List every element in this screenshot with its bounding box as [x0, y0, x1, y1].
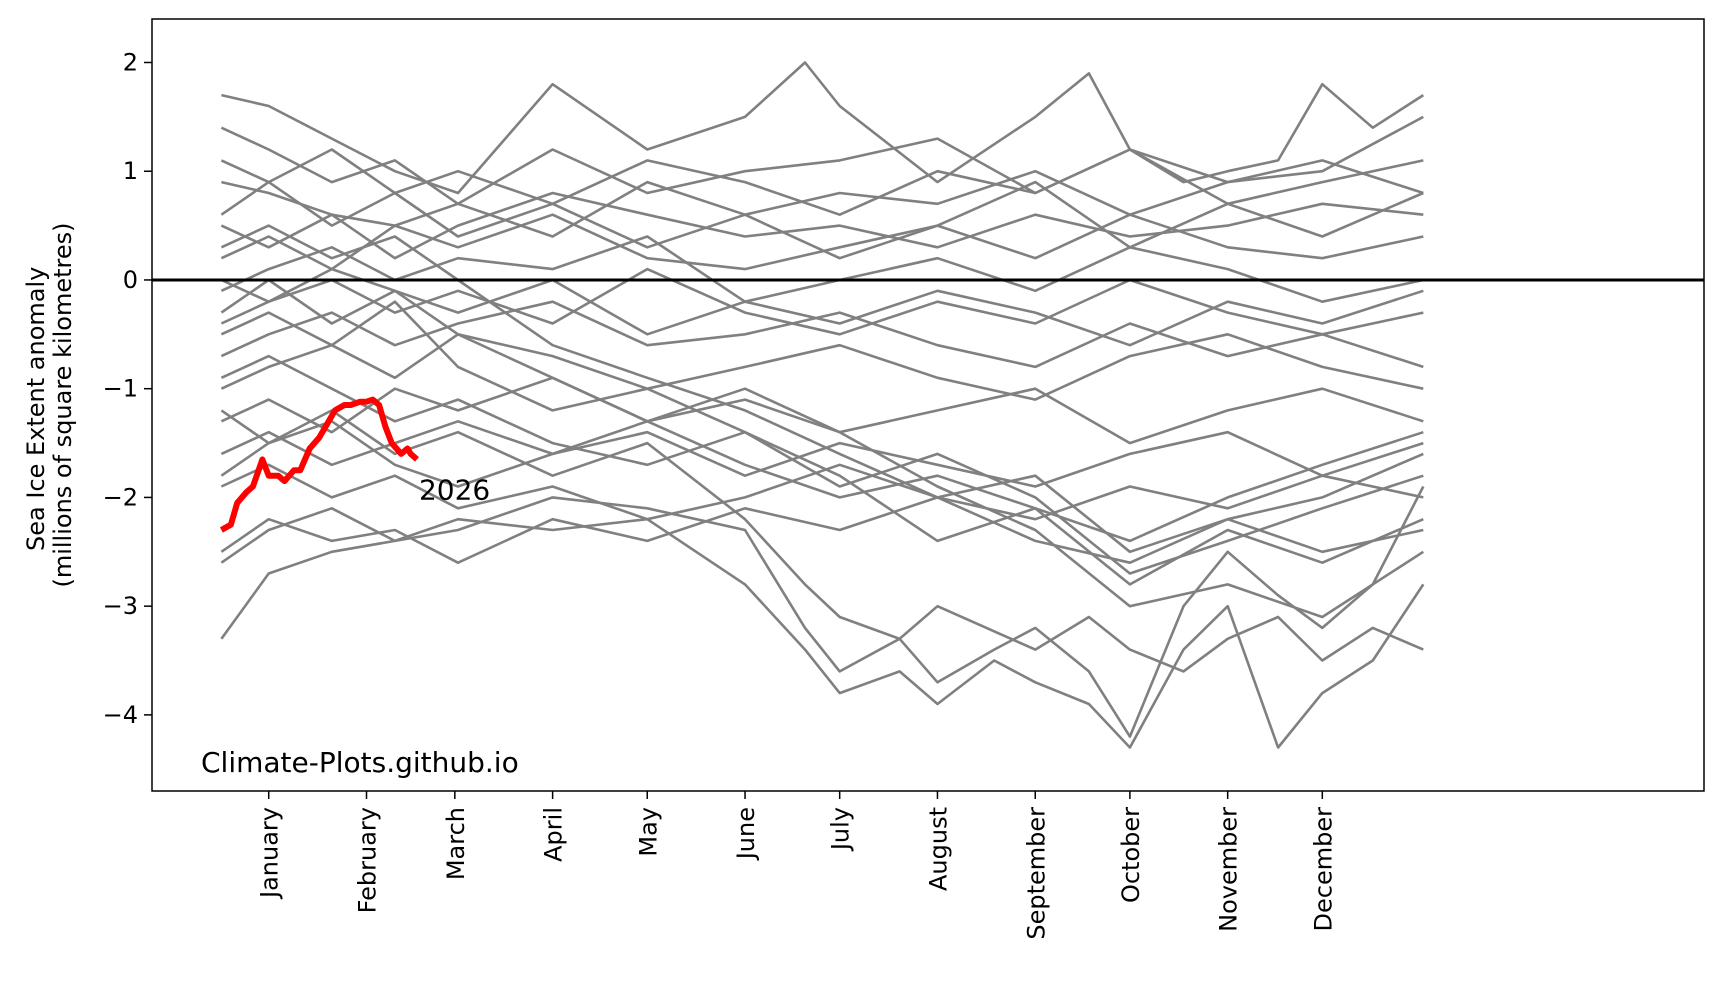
- x-tick-label: May: [634, 807, 662, 857]
- y-tick-label: −4: [103, 701, 138, 729]
- background-series-line: [220, 148, 1424, 216]
- background-series-line: [220, 496, 1424, 564]
- background-series-line: [220, 376, 1424, 445]
- background-series-line: [221, 61, 1425, 195]
- y-axis-label: Sea Ice Extent anomaly (millions of squa…: [22, 222, 77, 587]
- x-tick-label: September: [1022, 807, 1050, 940]
- background-series-line: [220, 180, 1424, 260]
- plot-frame: [151, 18, 1705, 792]
- x-tick-label: March: [442, 807, 470, 880]
- watermark: Climate-Plots.github.io: [201, 746, 519, 779]
- background-series-line: [220, 333, 1424, 401]
- x-tick-label: June: [732, 807, 760, 861]
- background-series-line: [220, 420, 1424, 488]
- y-tick-label: −1: [103, 375, 138, 403]
- y-tick-label: 1: [123, 157, 138, 185]
- background-series-line: [220, 224, 1424, 554]
- y-tick-label: 2: [123, 48, 138, 76]
- background-series-line: [220, 409, 1425, 738]
- background-series-line: [220, 115, 1424, 206]
- x-tick-label: November: [1215, 807, 1243, 932]
- x-tick-label: July: [827, 807, 855, 852]
- background-series-line: [220, 409, 1424, 543]
- background-series-line: [220, 191, 1424, 260]
- x-tick-label: August: [924, 807, 952, 891]
- x-tick-label: December: [1309, 807, 1337, 932]
- x-tick-label: January: [256, 807, 284, 900]
- x-axis: January February March April May June July Augu…: [256, 791, 1337, 940]
- x-tick-label: October: [1117, 807, 1145, 903]
- background-series-line: [220, 267, 1424, 336]
- y-axis-label-line2: (millions of square kilometres): [49, 222, 77, 587]
- background-series-line: [220, 463, 1424, 521]
- background-series-group: [220, 61, 1425, 749]
- y-axis-label-line1: Sea Ice Extent anomaly: [22, 267, 50, 551]
- highlight-series-group: [219, 396, 419, 533]
- x-tick-label: April: [540, 807, 568, 862]
- x-tick-label: February: [354, 807, 382, 913]
- highlight-series-label: 2026: [419, 473, 490, 506]
- y-tick-label: −2: [103, 483, 138, 511]
- background-series-line: [220, 354, 1424, 575]
- y-tick-label: −3: [103, 592, 138, 620]
- background-series-line: [220, 300, 1424, 369]
- highlight-series-line: [219, 396, 419, 533]
- background-series-line: [220, 267, 1425, 619]
- background-series-line: [220, 213, 1424, 271]
- y-tick-label: 0: [123, 266, 138, 294]
- background-series-line: [220, 278, 1424, 347]
- background-series-line: [220, 507, 1425, 749]
- y-axis: 2 1 0 −1 −2 −3 −4: [103, 48, 152, 729]
